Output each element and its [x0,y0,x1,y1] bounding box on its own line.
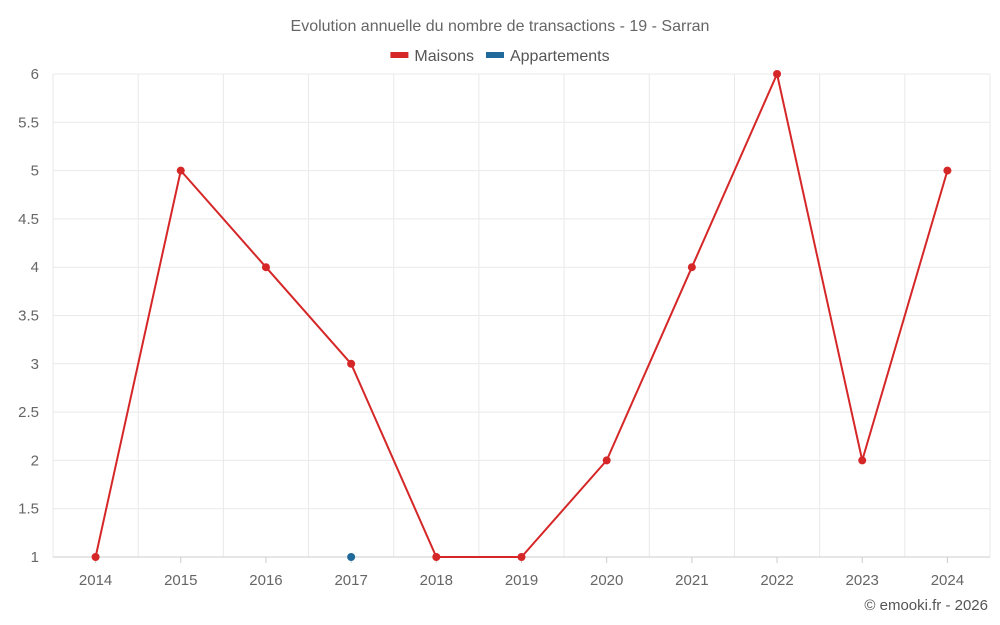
y-tick-label: 5.5 [18,114,39,131]
x-tick-label: 2023 [846,572,879,589]
series-layer [91,70,952,561]
axis-layer: 1 1.5 2 2.5 3 3.5 4 4.5 5 5.5 6 2014 2015 2016 2017 201… [18,66,990,589]
grid-layer [52,73,991,558]
maisons-point[interactable] [943,166,952,175]
x-tick-label: 2024 [931,572,964,589]
maisons-point[interactable] [91,553,100,561]
legend-swatch [390,52,409,58]
legend-item-appartements[interactable]: Appartements [485,48,610,65]
x-tick-label: 2014 [79,572,112,589]
legend-label: Maisons [414,48,474,65]
maisons-point[interactable] [858,456,867,465]
x-tick-label: 2015 [164,572,197,589]
y-tick-label: 4.5 [18,211,39,228]
maisons-point[interactable] [176,166,185,175]
maisons-point[interactable] [773,70,782,78]
x-tick-label: 2019 [505,572,538,589]
maisons-point[interactable] [602,456,611,465]
y-tick-label: 4 [31,259,39,276]
maisons-point[interactable] [517,553,526,561]
x-tick-label: 2018 [420,572,453,589]
x-tick-label: 2020 [590,572,623,589]
credit-text: © emooki.fr - 2026 [864,597,988,614]
legend-item-maisons[interactable]: Maisons [390,48,474,65]
y-tick-label: 3 [31,356,39,373]
maisons-point[interactable] [432,553,441,561]
y-tick-label: 2 [31,452,39,469]
maisons-point[interactable] [347,359,356,368]
maisons-point[interactable] [261,263,270,272]
y-tick-label: 2.5 [18,404,39,421]
legend-swatch [485,52,504,58]
chart-title: Evolution annuelle du nombre de transact… [291,18,710,35]
y-tick-label: 5 [31,163,39,180]
y-tick-label: 1.5 [18,501,39,518]
maisons-point[interactable] [687,263,696,272]
appartements-point[interactable] [347,553,356,561]
x-tick-label: 2021 [675,572,708,589]
x-tick-label: 2017 [334,572,367,589]
legend-label: Appartements [510,48,610,65]
y-tick-label: 6 [31,66,39,83]
x-tick-label: 2016 [249,572,282,589]
legend[interactable]: Maisons Appartements [390,48,610,65]
y-tick-label: 1 [31,549,39,566]
y-tick-label: 3.5 [18,308,39,325]
x-tick-label: 2022 [760,572,793,589]
